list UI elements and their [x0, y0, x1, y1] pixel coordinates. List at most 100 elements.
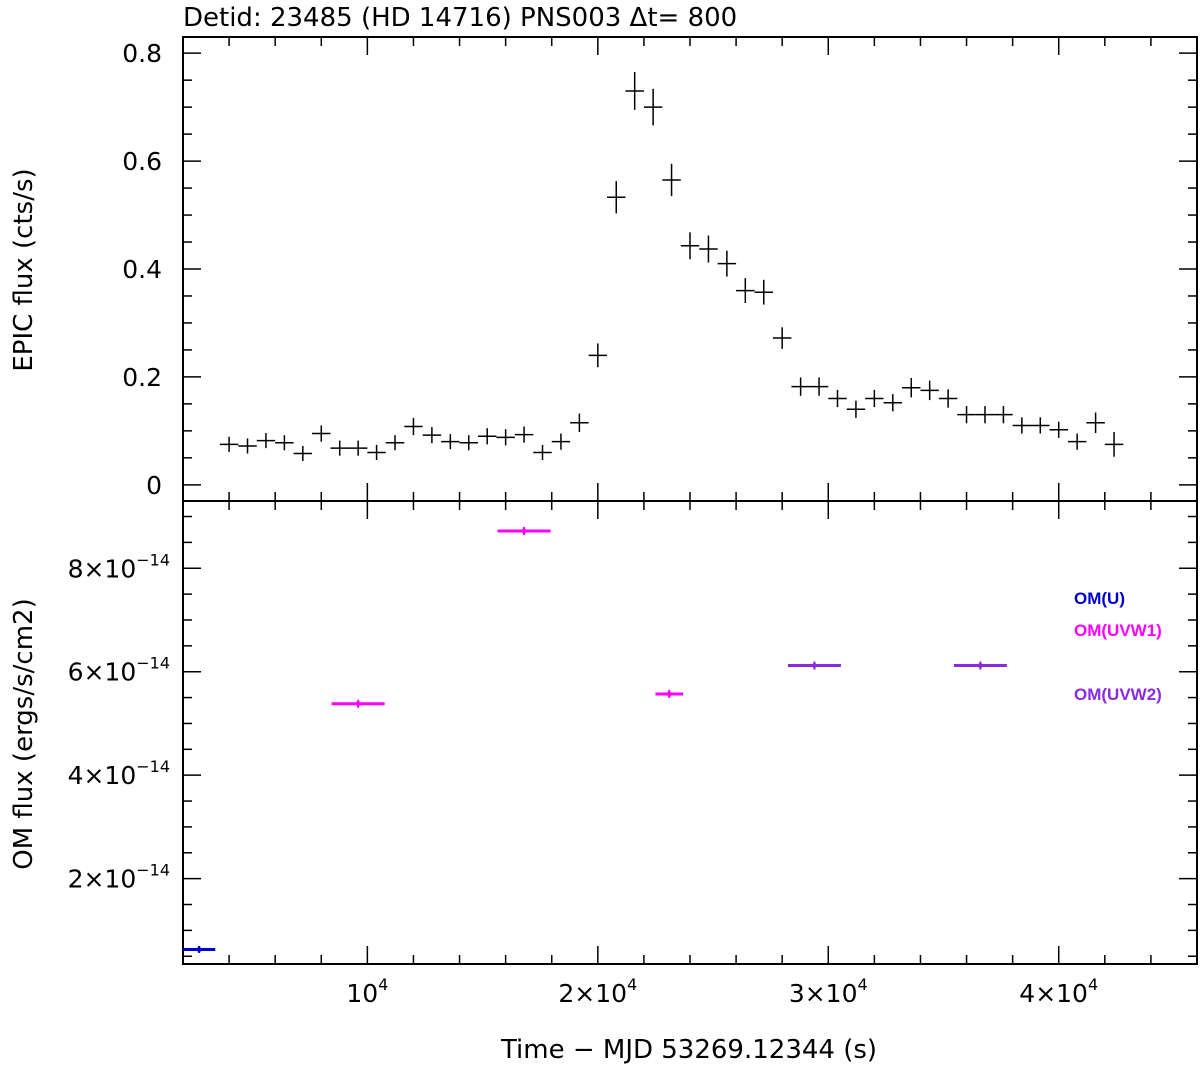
epic-data-point — [422, 427, 442, 444]
epic-data-point — [404, 417, 423, 436]
axis-ticks — [182, 37, 1198, 964]
epic-data-point — [883, 394, 903, 412]
epic-data-point — [551, 433, 571, 450]
epic-data-point — [957, 406, 976, 424]
tick-label-mantissa: 4×10 — [1019, 979, 1088, 1008]
om-point-marker — [196, 947, 202, 953]
epic-data-point — [938, 389, 958, 408]
om-plot-frame — [182, 500, 1198, 965]
om-data-point — [183, 945, 216, 954]
epic-data-point — [625, 72, 644, 110]
epic-data-point — [312, 425, 331, 442]
om-point-marker — [977, 663, 983, 669]
epic-data-point — [514, 426, 534, 443]
epic-y-axis-label: EPIC flux (cts/s) — [9, 168, 39, 371]
epic-data-point — [772, 327, 792, 349]
om-data-point — [497, 526, 551, 536]
epic-data-point — [920, 380, 939, 401]
epic-plot-frame — [182, 36, 1198, 502]
x-tick-label: 2×104 — [558, 975, 637, 1008]
tick-label-mantissa: 4×10 — [68, 761, 137, 790]
chart-title: Detid: 23485 (HD 14716) PNS003 Δt= 800 — [183, 3, 737, 33]
epic-data-point — [902, 377, 921, 398]
tick-label-mantissa: 8×10 — [68, 554, 137, 583]
epic-data-point — [1086, 412, 1105, 434]
epic-data-point — [717, 250, 737, 277]
om-y-tick-label: 2×10−14 — [68, 861, 170, 894]
epic-data-point — [588, 343, 608, 368]
tick-label-exponent: −14 — [136, 550, 170, 569]
x-tick-label: 4×104 — [1019, 975, 1098, 1008]
om-y-tick-label: 6×10−14 — [68, 654, 170, 687]
epic-data-point — [496, 429, 515, 446]
epic-y-tick-label: 0.6 — [122, 147, 162, 176]
epic-y-tick-label: 0 — [146, 471, 162, 500]
epic-data-point — [809, 377, 829, 396]
legend-entry: OM(UVW1) — [1074, 621, 1162, 640]
tick-label-exponent: −14 — [136, 861, 170, 880]
x-tick-label: 104 — [346, 975, 388, 1008]
epic-data-point — [238, 438, 257, 454]
tick-label-exponent: −14 — [136, 654, 170, 673]
tick-label-mantissa: 2×10 — [68, 865, 137, 894]
epic-data-point — [607, 181, 626, 214]
epic-data-point — [459, 435, 478, 451]
epic-data-point — [1049, 421, 1068, 438]
om-y-axis-label: OM flux (ergs/s/cm2) — [9, 598, 39, 869]
epic-data-point — [219, 436, 239, 452]
legend: OM(U) OM(UVW1) OM(UVW2) — [1074, 589, 1162, 704]
epic-data-point — [348, 440, 368, 456]
epic-data-point — [1031, 417, 1050, 434]
epic-data-point — [865, 389, 884, 408]
epic-data-point — [367, 444, 386, 460]
x-tick-label: 3×104 — [789, 975, 868, 1008]
epic-data-point — [828, 389, 847, 408]
epic-data-point — [256, 433, 276, 449]
epic-data-point — [699, 235, 718, 263]
om-y-tick-label: 4×10−14 — [68, 757, 170, 790]
epic-data-point — [736, 278, 755, 303]
om-point-marker — [355, 701, 361, 707]
legend-entry: OM(U) — [1074, 589, 1125, 608]
tick-label-mantissa: 2×10 — [558, 979, 627, 1008]
legend-entry: OM(UVW2) — [1074, 685, 1162, 704]
epic-data-point — [1012, 417, 1032, 434]
epic-data-points — [219, 72, 1124, 462]
tick-label-exponent: 4 — [858, 975, 868, 994]
tick-label-exponent: −14 — [136, 757, 170, 776]
tick-label-mantissa: 6×10 — [68, 658, 137, 687]
om-data-points — [183, 526, 1007, 954]
epic-data-point — [754, 279, 773, 305]
epic-data-point — [1067, 433, 1087, 450]
epic-data-point — [275, 435, 294, 451]
epic-data-point — [293, 445, 313, 462]
epic-data-point — [477, 428, 497, 445]
epic-data-point — [385, 435, 405, 451]
epic-data-point — [994, 406, 1013, 424]
epic-data-point — [533, 444, 552, 460]
tick-label-exponent: 4 — [627, 975, 637, 994]
epic-y-tick-label: 0.8 — [122, 39, 162, 68]
tick-labels: 00.20.40.60.82×10−144×10−146×10−148×10−1… — [68, 39, 1099, 1008]
x-axis-label: Time − MJD 53269.12344 (s) — [500, 1035, 877, 1065]
tick-label-mantissa: 10 — [346, 979, 378, 1008]
tick-label-exponent: 4 — [378, 975, 388, 994]
om-point-marker — [521, 528, 527, 534]
epic-data-point — [643, 88, 663, 126]
om-data-point — [787, 661, 841, 670]
epic-data-point — [680, 232, 700, 260]
epic-data-point — [975, 406, 995, 424]
epic-data-point — [846, 400, 866, 418]
epic-y-tick-label: 0.2 — [122, 363, 162, 392]
om-point-marker — [811, 663, 817, 669]
tick-label-mantissa: 3×10 — [789, 979, 858, 1008]
om-data-point — [953, 661, 1007, 670]
epic-data-point — [330, 440, 349, 456]
epic-data-point — [441, 434, 460, 450]
om-data-point — [655, 689, 684, 698]
om-data-point — [331, 699, 385, 708]
tick-label-exponent: 4 — [1088, 975, 1098, 994]
epic-data-point — [662, 163, 681, 197]
epic-y-tick-label: 0.4 — [122, 255, 162, 284]
